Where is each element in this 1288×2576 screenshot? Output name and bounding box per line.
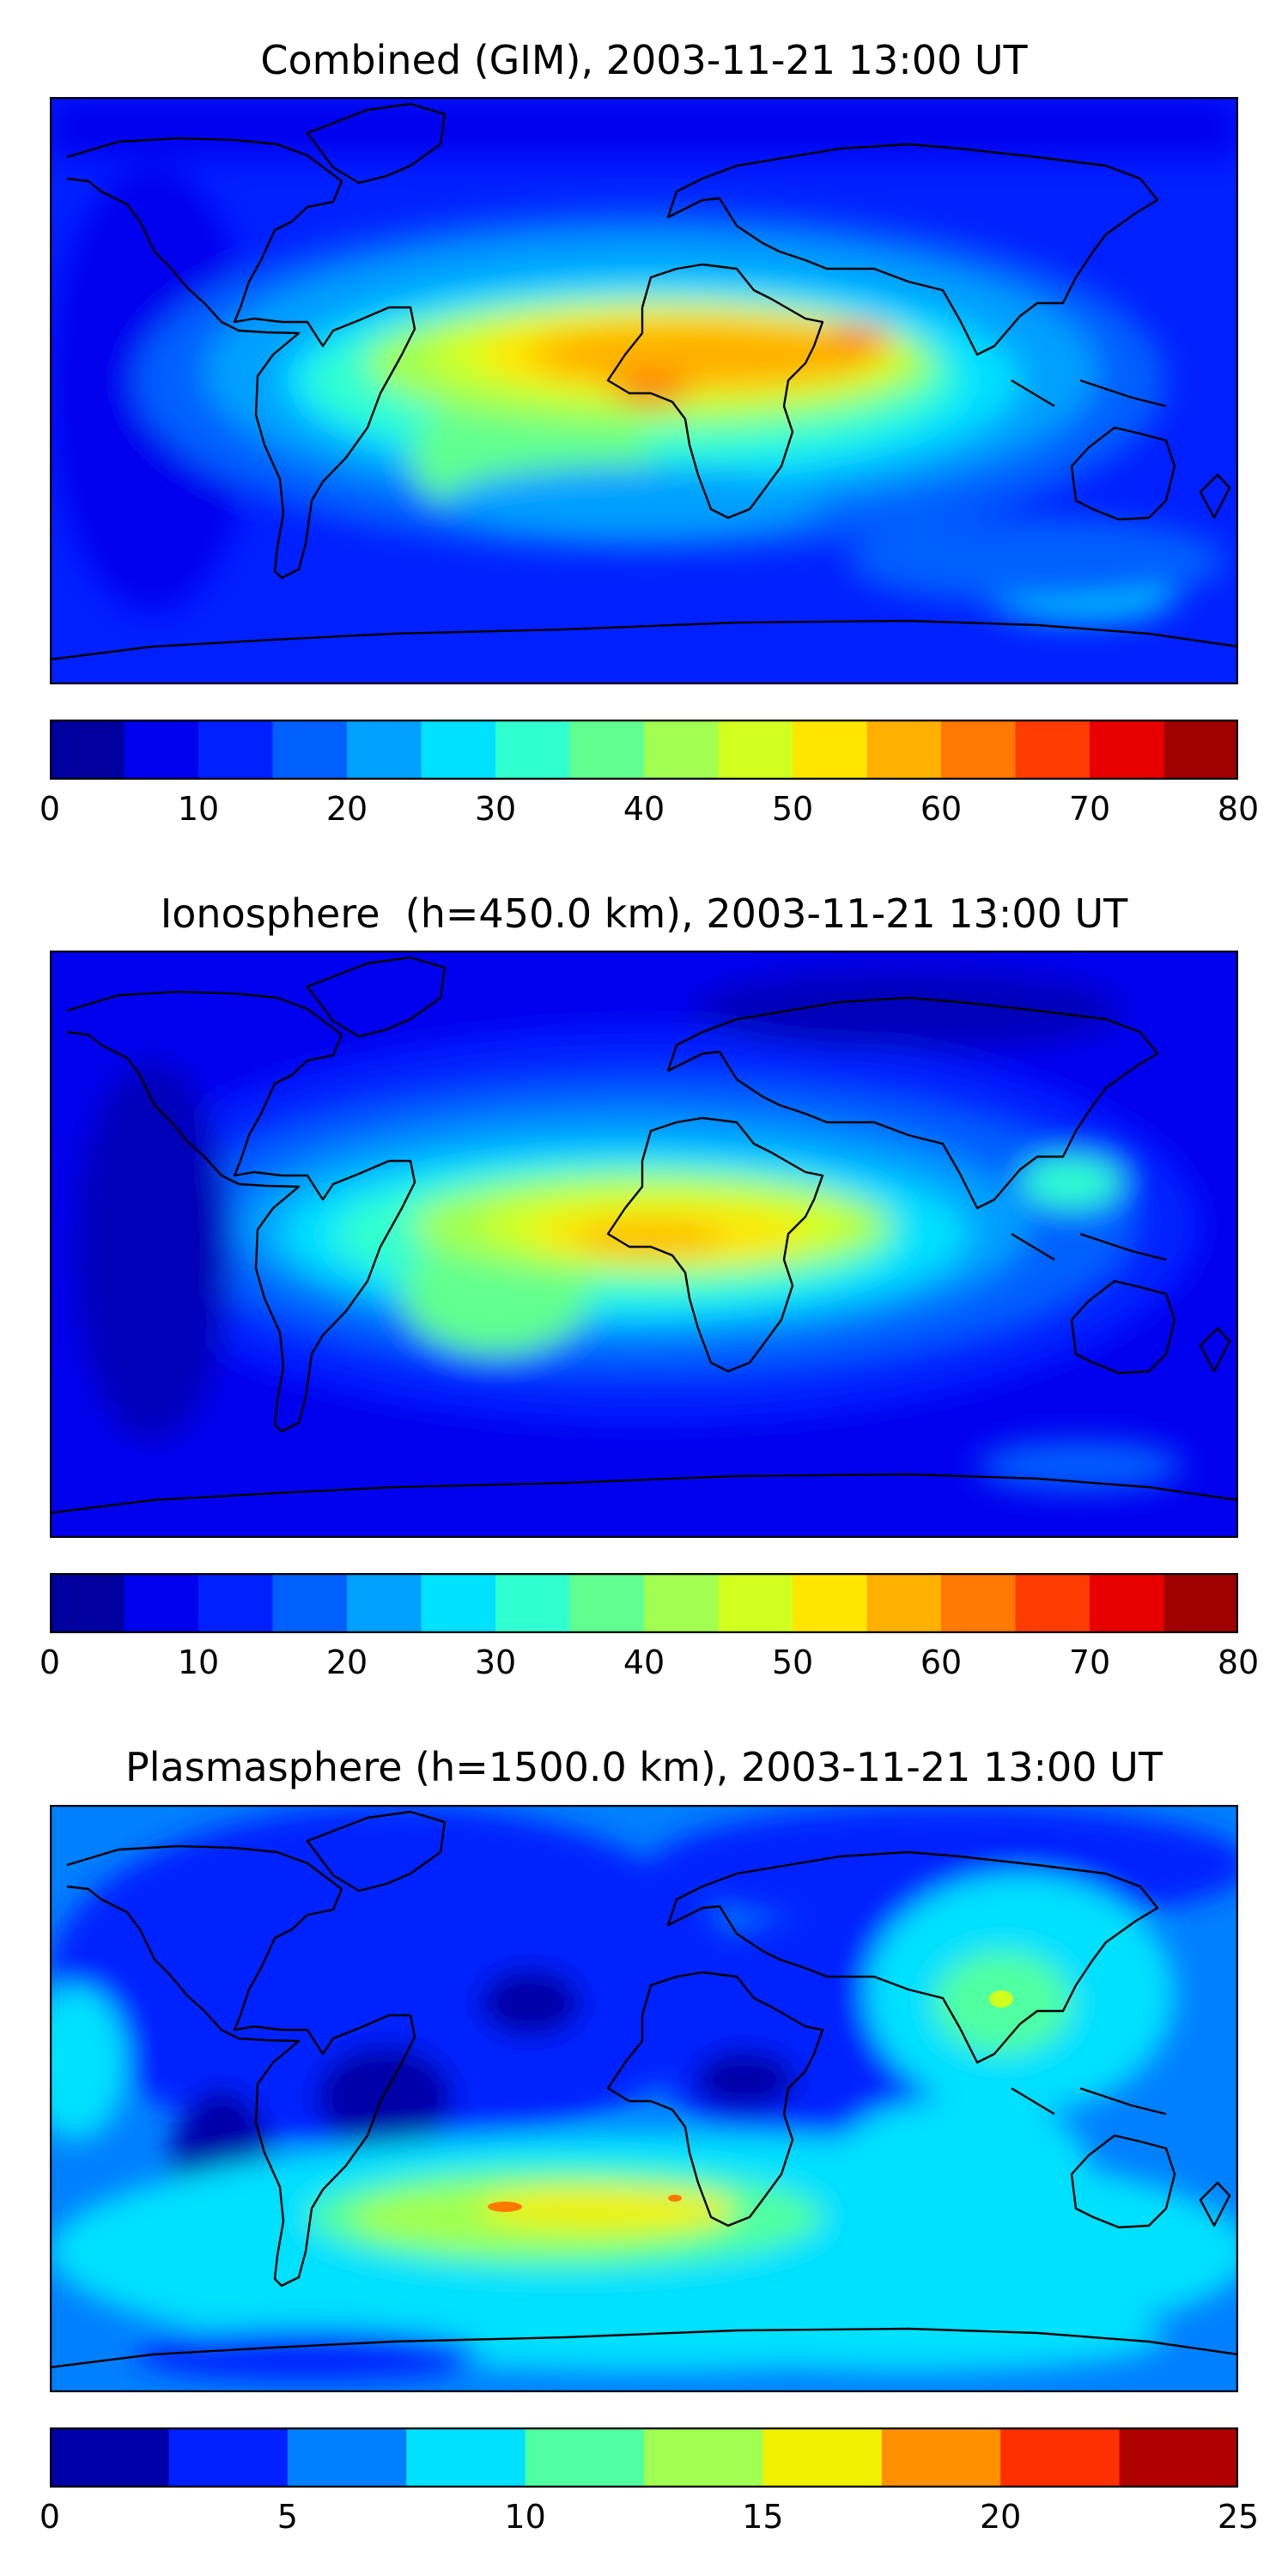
colorbar-frame xyxy=(50,720,1238,780)
colorbar-tick-label: 80 xyxy=(1217,790,1260,828)
colorbar-segment xyxy=(495,1573,570,1633)
colorbar-tick-label: 25 xyxy=(1217,2498,1260,2536)
colorbar-segment xyxy=(793,1573,867,1633)
colorbar-segment xyxy=(50,1573,125,1633)
panel1-coastlines xyxy=(50,102,1238,661)
colorbar-segment xyxy=(718,1573,793,1633)
panel3-title: Plasmasphere (h=1500.0 km), 2003-11-21 1… xyxy=(125,1744,1163,1790)
colorbar-segment xyxy=(50,720,125,780)
colorbar-tick-label: 20 xyxy=(325,1643,368,1681)
panel3-frame xyxy=(50,1805,1238,2392)
panel2-frame xyxy=(50,951,1238,1538)
colorbar-segment xyxy=(1090,720,1164,780)
panel2-coastlines xyxy=(50,956,1238,1515)
colorbar-segment xyxy=(881,2427,1001,2488)
colorbar-segment xyxy=(347,1573,422,1633)
colorbar-frame xyxy=(50,2427,1238,2488)
panel1-colorbar-svg xyxy=(50,720,1238,780)
colorbar-segment xyxy=(941,1573,1016,1633)
colorbar-segment xyxy=(272,720,348,780)
colorbar-segment xyxy=(525,2427,645,2488)
colorbar-tick-label: 80 xyxy=(1217,1643,1260,1681)
colorbar-tick-label: 10 xyxy=(177,1643,220,1681)
colorbar-segment xyxy=(124,1573,199,1633)
colorbar-tick-label: 0 xyxy=(39,2498,61,2536)
colorbar-segment xyxy=(198,1573,273,1633)
panel2-title: Ionosphere (h=450.0 km), 2003-11-21 13:0… xyxy=(160,890,1128,937)
colorbar-segment xyxy=(421,1573,496,1633)
colorbar-tick-label: 0 xyxy=(39,790,61,828)
panel1-map xyxy=(50,97,1238,684)
colorbar-segment xyxy=(762,2427,883,2488)
colorbar-segment xyxy=(1015,1573,1091,1633)
colorbar-segment xyxy=(1000,2427,1121,2488)
colorbar-segment xyxy=(793,720,867,780)
panel3-colorbar xyxy=(50,2427,1238,2488)
colorbar-segment xyxy=(569,720,645,780)
colorbar-tick-label: 70 xyxy=(1068,790,1111,828)
colorbar-segment xyxy=(569,1573,645,1633)
colorbar-segment xyxy=(1015,720,1091,780)
colorbar-tick-label: 5 xyxy=(276,2498,298,2536)
panel1-title: Combined (GIM), 2003-11-21 13:00 UT xyxy=(260,37,1028,83)
colorbar-tick-label: 10 xyxy=(504,2498,546,2536)
colorbar-frame xyxy=(50,1573,1238,1633)
colorbar-segment xyxy=(1090,1573,1164,1633)
colorbar-segment xyxy=(644,2427,763,2488)
colorbar-tick-label: 50 xyxy=(771,790,814,828)
panel2-colorbar-svg xyxy=(50,1573,1238,1633)
panel3-map-svg xyxy=(50,1805,1238,2392)
panel3-colorbar-svg xyxy=(50,2427,1238,2488)
colorbar-segment xyxy=(941,720,1016,780)
colorbar-segment xyxy=(198,720,273,780)
colorbar-tick-label: 40 xyxy=(623,1643,665,1681)
colorbar-tick-label: 30 xyxy=(474,1643,517,1681)
colorbar-tick-label: 10 xyxy=(177,790,220,828)
colorbar-segment xyxy=(124,720,199,780)
colorbar-segment xyxy=(50,2427,169,2488)
colorbar-tick-label: 30 xyxy=(474,790,517,828)
colorbar-tick-label: 20 xyxy=(325,790,368,828)
colorbar-segment xyxy=(644,1573,719,1633)
colorbar-segment xyxy=(866,1573,942,1633)
panel1-map-svg xyxy=(50,97,1238,684)
panel2-map-svg xyxy=(50,951,1238,1538)
panel3-coastlines xyxy=(50,1810,1238,2369)
colorbar-segment xyxy=(421,720,496,780)
colorbar-tick-label: 40 xyxy=(623,790,665,828)
colorbar-tick-label: 60 xyxy=(920,1643,963,1681)
colorbar-tick-label: 15 xyxy=(742,2498,784,2536)
panel1-frame xyxy=(50,97,1238,684)
panel3-map xyxy=(50,1805,1238,2392)
colorbar-segment xyxy=(866,720,942,780)
panel2-map xyxy=(50,951,1238,1538)
colorbar-tick-label: 20 xyxy=(980,2498,1022,2536)
panel2-colorbar xyxy=(50,1573,1238,1633)
colorbar-segment xyxy=(495,720,570,780)
colorbar-segment xyxy=(644,720,719,780)
colorbar-tick-label: 70 xyxy=(1068,1643,1111,1681)
colorbar-segment xyxy=(718,720,793,780)
colorbar-tick-label: 50 xyxy=(771,1643,814,1681)
colorbar-segment xyxy=(347,720,422,780)
colorbar-segment xyxy=(272,1573,348,1633)
colorbar-segment xyxy=(168,2427,289,2488)
colorbar-segment xyxy=(287,2427,407,2488)
colorbar-segment xyxy=(1163,720,1238,780)
panel1-colorbar xyxy=(50,720,1238,780)
colorbar-tick-label: 0 xyxy=(39,1643,61,1681)
colorbar-tick-label: 60 xyxy=(920,790,963,828)
colorbar-segment xyxy=(406,2427,526,2488)
colorbar-segment xyxy=(1119,2427,1238,2488)
colorbar-segment xyxy=(1163,1573,1238,1633)
